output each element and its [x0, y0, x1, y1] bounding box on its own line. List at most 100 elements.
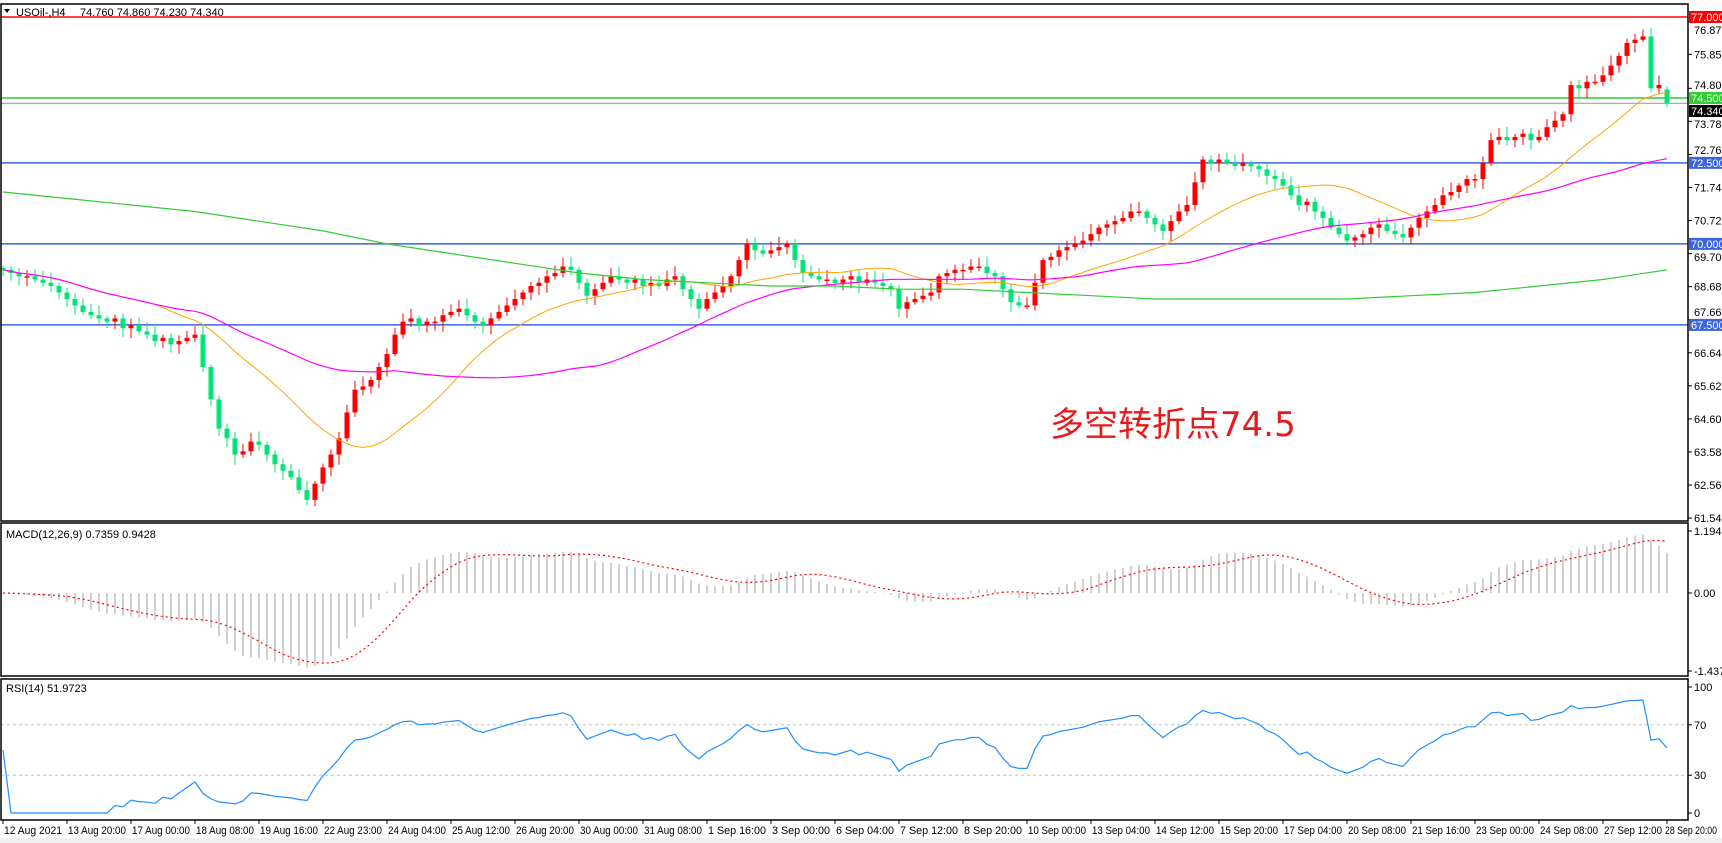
candle-body	[656, 282, 662, 287]
candle-body	[984, 266, 990, 274]
rsi-pane[interactable]	[1, 699, 1688, 814]
candle-body	[992, 273, 998, 277]
rsi-tick-label: 100	[1694, 682, 1712, 694]
rsi-line	[2, 699, 1668, 814]
time-tick-label: 17 Aug 00:00	[132, 825, 190, 837]
rsi-tick-label: 30	[1694, 770, 1706, 782]
candle-body	[432, 321, 438, 324]
candle-body	[1520, 133, 1526, 137]
price-tick-label: 75.850	[1694, 49, 1722, 61]
candle-body	[520, 292, 526, 299]
time-tick-label: 14 Sep 12:00	[1156, 825, 1214, 837]
candle-body	[456, 308, 462, 312]
price-tick-label: 65.620	[1694, 381, 1722, 393]
candle-body	[1256, 166, 1262, 170]
candle-body	[648, 282, 654, 287]
candle-body	[1584, 81, 1590, 89]
time-tick-label: 20 Sep 08:00	[1348, 825, 1406, 837]
candle-body	[320, 467, 326, 484]
candle-body	[696, 298, 702, 309]
candle-body	[848, 276, 854, 280]
candle-body	[1304, 201, 1310, 205]
candle-body	[768, 250, 774, 254]
candle-body	[472, 315, 478, 322]
price-tick-label: 74.800	[1694, 80, 1722, 92]
candle-body	[168, 337, 174, 345]
candle-body	[112, 318, 118, 322]
level-price-label: 70.000	[1691, 239, 1722, 251]
candle-body	[1464, 179, 1470, 186]
candle-body	[616, 276, 622, 280]
candle-body	[896, 289, 902, 309]
candle-body	[1128, 211, 1134, 218]
candle-body	[392, 334, 398, 355]
candle-body	[1632, 39, 1638, 43]
candle-body	[416, 318, 422, 325]
candle-body	[1264, 169, 1270, 176]
candle-body	[552, 273, 558, 277]
candle-body	[800, 260, 806, 274]
candle-body	[1192, 182, 1198, 205]
macd-pane[interactable]	[2, 534, 1668, 668]
candle-body	[1344, 234, 1350, 241]
candle-body	[528, 286, 534, 293]
candle-body	[1560, 114, 1566, 121]
level-price-label: 77.000	[1691, 12, 1722, 24]
candle-body	[1336, 227, 1342, 235]
candle-body	[968, 266, 974, 270]
candle-body	[1392, 230, 1398, 235]
time-tick-label: 26 Aug 20:00	[516, 825, 574, 837]
candle-body	[1504, 136, 1510, 141]
candle-body	[840, 279, 846, 283]
candle-body	[184, 337, 190, 342]
macd-title: MACD(12,26,9) 0.7359 0.9428	[6, 529, 156, 541]
price-tick-label: 73.780	[1694, 119, 1722, 131]
candle-body	[1352, 237, 1358, 241]
macd-tick-label: -1.4374	[1694, 666, 1722, 678]
candle-body	[752, 243, 758, 251]
candle-body	[304, 490, 310, 500]
candle-body	[136, 324, 142, 332]
time-tick-label: 13 Aug 20:00	[68, 825, 126, 837]
candle-body	[0, 268, 6, 270]
candle-body	[776, 247, 782, 251]
price-tick-label: 63.580	[1694, 447, 1722, 459]
candle-body	[1016, 302, 1022, 306]
price-tick-label: 61.540	[1694, 513, 1722, 525]
candle-body	[160, 337, 166, 342]
candle-body	[1368, 227, 1374, 235]
candle-body	[1184, 204, 1190, 212]
candle-body	[24, 276, 30, 278]
candle-body	[928, 292, 934, 296]
macd-tick-label: 0.00	[1694, 588, 1715, 600]
candle-body	[712, 292, 718, 299]
candle-body	[640, 279, 646, 287]
pane-frame	[0, 522, 1689, 677]
candle-body	[1168, 221, 1174, 231]
candle-body	[400, 321, 406, 335]
candle-body	[1656, 85, 1662, 89]
dropdown-triangle-icon[interactable]	[4, 9, 10, 13]
candle-body	[1208, 159, 1214, 163]
candle-body	[296, 477, 302, 491]
candle-body	[48, 282, 54, 287]
price-pane[interactable]	[0, 16, 1689, 507]
time-tick-label: 24 Aug 04:00	[388, 825, 446, 837]
candle-body	[152, 334, 158, 342]
price-tick-label: 64.600	[1694, 414, 1722, 426]
rsi-title: RSI(14) 51.9723	[6, 683, 87, 695]
level-price-label: 74.500	[1691, 93, 1722, 105]
symbol-label: USOil-,H4	[16, 7, 66, 19]
time-tick-label: 3 Sep 00:00	[772, 825, 830, 837]
candle-body	[1648, 36, 1654, 89]
candle-body	[1488, 140, 1494, 163]
candle-body	[1040, 260, 1046, 283]
candle-body	[1664, 89, 1670, 104]
time-tick-label: 27 Sep 12:00	[1604, 825, 1662, 837]
candle-body	[200, 334, 206, 368]
candle-body	[1232, 162, 1238, 167]
level-price-tag	[1689, 237, 1722, 250]
candle-body	[1424, 211, 1430, 218]
candle-body	[1448, 192, 1454, 196]
candle-body	[976, 266, 982, 269]
